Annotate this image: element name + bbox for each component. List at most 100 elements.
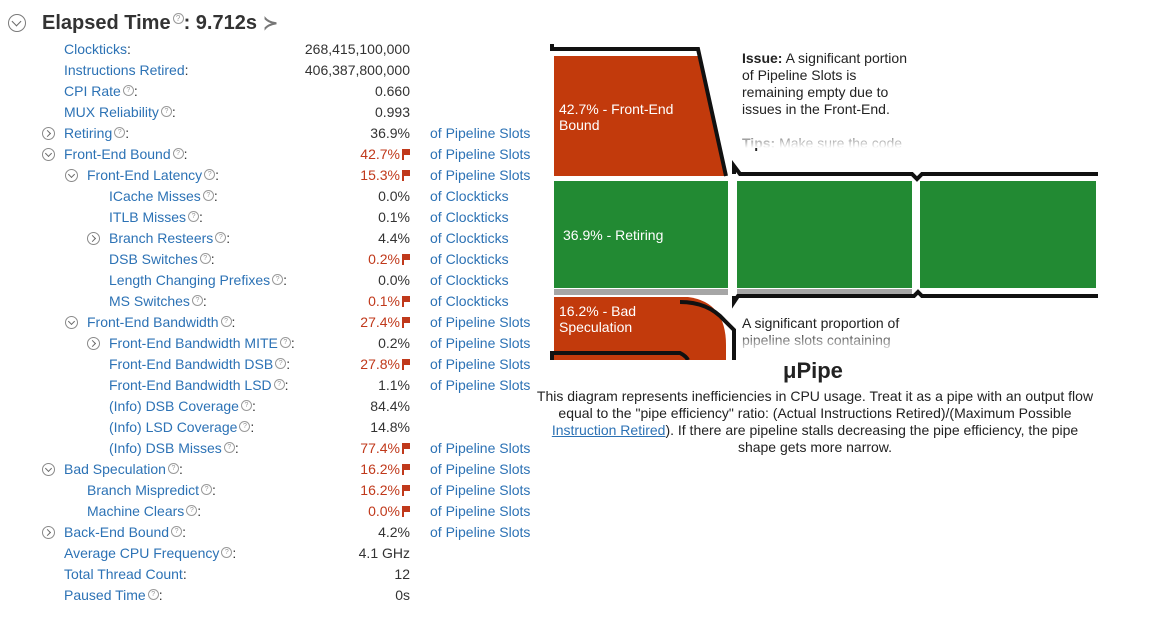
help-icon[interactable]: ? xyxy=(191,295,203,306)
retiring-segment-2[interactable] xyxy=(737,181,912,288)
help-icon[interactable]: ? xyxy=(199,253,211,264)
help-icon[interactable]: ? xyxy=(279,337,291,348)
metric-label[interactable]: (Info) LSD Coverage?: xyxy=(109,419,254,435)
metric-label[interactable]: Front-End Bandwidth DSB?: xyxy=(109,356,290,372)
metric-value-text: 0s xyxy=(395,587,410,603)
metric-label[interactable]: Front-End Bandwidth LSD?: xyxy=(109,377,289,393)
metric-label[interactable]: Clockticks: xyxy=(64,41,131,57)
help-icon[interactable]: ? xyxy=(204,169,216,180)
help-icon[interactable]: ? xyxy=(273,379,285,390)
collapse-icon[interactable] xyxy=(65,316,78,329)
collapse-icon[interactable] xyxy=(42,463,55,476)
metric-unit: of Clockticks xyxy=(430,251,509,267)
terminal-icon[interactable]: ≻ xyxy=(262,13,279,33)
label-colon: : xyxy=(215,167,220,183)
help-icon[interactable]: ? xyxy=(272,274,284,285)
help-icon[interactable]: ? xyxy=(186,505,198,516)
help-icon[interactable]: ? xyxy=(167,463,179,474)
frontend-bound-shape[interactable] xyxy=(554,56,726,176)
help-icon[interactable]: ? xyxy=(160,106,172,117)
metric-row-front-end-bandwidth-dsb: Front-End Bandwidth DSB?: 27.8% of Pipelin… xyxy=(0,354,540,375)
collapse-icon[interactable] xyxy=(8,14,26,32)
metric-label-text: Front-End Bound xyxy=(64,146,171,162)
metric-label[interactable]: Branch Mispredict?: xyxy=(87,482,216,498)
metric-unit: of Clockticks xyxy=(430,230,509,246)
metric-row-bad-speculation: Bad Speculation?: 16.2% of Pipeline Slots xyxy=(0,459,540,480)
help-icon[interactable]: ? xyxy=(171,526,183,537)
metric-label[interactable]: Paused Time?: xyxy=(64,587,163,603)
help-icon[interactable]: ? xyxy=(147,589,159,600)
metric-label[interactable]: Front-End Bandwidth MITE?: xyxy=(109,335,295,351)
retiring-segment-3[interactable] xyxy=(920,181,1096,288)
label-colon: : xyxy=(125,125,130,141)
collapse-icon[interactable] xyxy=(65,169,78,182)
help-icon[interactable]: ? xyxy=(221,547,233,558)
metric-label[interactable]: Bad Speculation?: xyxy=(64,461,183,477)
label-colon: : xyxy=(232,545,237,561)
help-icon[interactable]: ? xyxy=(172,13,184,24)
help-icon[interactable]: ? xyxy=(215,232,227,243)
metric-row-front-end-bandwidth: Front-End Bandwidth?: 27.4% of Pipeline Sl… xyxy=(0,312,540,333)
help-icon[interactable]: ? xyxy=(172,148,184,159)
retiring-segment-1[interactable] xyxy=(554,181,728,288)
metric-value: 0.660 xyxy=(375,83,410,99)
metric-label[interactable]: MUX Reliability?: xyxy=(64,104,176,120)
help-icon[interactable]: ? xyxy=(223,442,235,453)
metric-label-text: Machine Clears xyxy=(87,503,185,519)
metric-row-instructions-retired: Instructions Retired: 406,387,800,000 xyxy=(0,60,540,81)
metric-label[interactable]: ITLB Misses?: xyxy=(109,209,203,225)
metric-value-text: 15.3% xyxy=(360,167,400,183)
help-icon[interactable]: ? xyxy=(202,190,214,201)
help-icon[interactable]: ? xyxy=(240,400,252,411)
label-colon: : xyxy=(182,566,187,582)
metric-label[interactable]: Front-End Latency?: xyxy=(87,167,219,183)
metric-label[interactable]: Front-End Bound?: xyxy=(64,146,188,162)
backend-bound-segment-1[interactable] xyxy=(554,289,728,295)
label-colon: : xyxy=(234,440,239,456)
label-colon: : xyxy=(178,461,183,477)
flag-icon xyxy=(402,149,410,160)
help-icon[interactable]: ? xyxy=(220,316,232,327)
help-icon[interactable]: ? xyxy=(114,127,126,138)
metric-value-text: 36.9% xyxy=(370,125,410,141)
metric-row-retiring: Retiring?: 36.9% of Pipeline Slots xyxy=(0,123,540,144)
metric-label-text: Instructions Retired xyxy=(64,62,185,78)
metric-label[interactable]: Branch Resteers?: xyxy=(109,230,230,246)
metric-label[interactable]: Instructions Retired: xyxy=(64,62,189,78)
expand-icon[interactable] xyxy=(87,232,100,245)
metric-label[interactable]: DSB Switches?: xyxy=(109,251,215,267)
metric-unit: of Pipeline Slots xyxy=(430,482,531,498)
metric-label[interactable]: Retiring?: xyxy=(64,125,129,141)
metric-label[interactable]: Length Changing Prefixes?: xyxy=(109,272,287,288)
help-icon[interactable]: ? xyxy=(239,421,251,432)
metric-label[interactable]: (Info) DSB Misses?: xyxy=(109,440,239,456)
help-icon[interactable]: ? xyxy=(122,85,134,96)
bad-speculation-shape[interactable] xyxy=(554,297,726,360)
help-icon[interactable]: ? xyxy=(188,211,200,222)
help-icon[interactable]: ? xyxy=(201,484,213,495)
backend-bound-segment-2[interactable] xyxy=(737,289,912,295)
metric-label[interactable]: Back-End Bound?: xyxy=(64,524,186,540)
metric-label[interactable]: Front-End Bandwidth?: xyxy=(87,314,235,330)
metric-label[interactable]: Machine Clears?: xyxy=(87,503,201,519)
help-icon[interactable]: ? xyxy=(275,358,287,369)
expand-icon[interactable] xyxy=(87,337,100,350)
instruction-retired-link[interactable]: Instruction Retired xyxy=(551,422,666,438)
metric-unit: of Clockticks xyxy=(430,293,509,309)
metric-label[interactable]: CPI Rate?: xyxy=(64,83,138,99)
metric-label[interactable]: MS Switches?: xyxy=(109,293,207,309)
metric-label-text: Branch Resteers xyxy=(109,230,214,246)
metric-row-clockticks: Clockticks: 268,415,100,000 xyxy=(0,39,540,60)
metric-row-average-cpu-frequency: Average CPU Frequency?: 4.1 GHz xyxy=(0,543,540,564)
collapse-icon[interactable] xyxy=(42,148,55,161)
tooltip-fade-2 xyxy=(742,332,912,352)
metric-label-text: MS Switches xyxy=(109,293,190,309)
frontend-outline xyxy=(550,44,728,177)
expand-icon[interactable] xyxy=(42,127,55,140)
metric-label[interactable]: (Info) DSB Coverage?: xyxy=(109,398,256,414)
metric-label[interactable]: Total Thread Count: xyxy=(64,566,187,582)
metric-label[interactable]: Average CPU Frequency?: xyxy=(64,545,236,561)
elapsed-time-label: Elapsed Time xyxy=(42,12,171,34)
expand-icon[interactable] xyxy=(42,526,55,539)
metric-label[interactable]: ICache Misses?: xyxy=(109,188,218,204)
